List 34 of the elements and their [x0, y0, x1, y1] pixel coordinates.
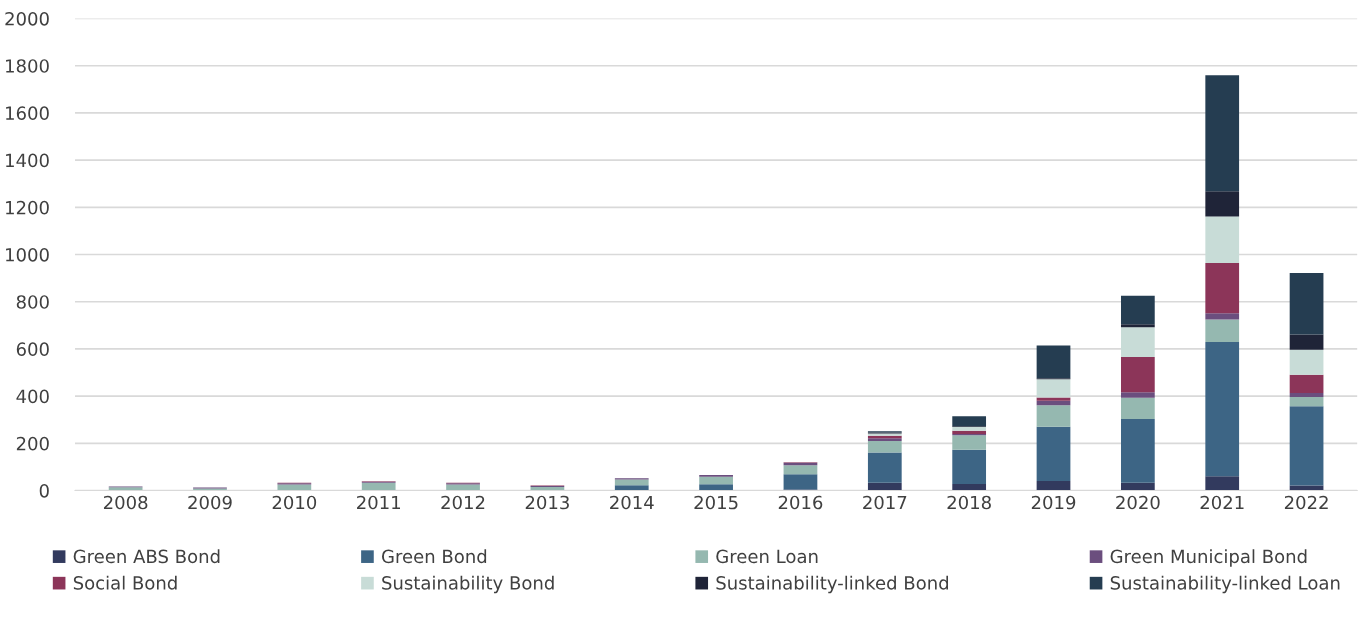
y-tick-label: 0	[39, 483, 49, 498]
y-tick-label: 1800	[6, 59, 49, 73]
x-tick-label: 2015	[694, 495, 738, 510]
y-tick-label: 200	[16, 436, 49, 451]
x-tick-label: 2010	[272, 495, 317, 510]
x-tick-label: 2017	[863, 495, 907, 510]
y-tick-label: 1200	[6, 200, 49, 215]
y-tick-label: 600	[16, 342, 49, 357]
x-tick-label: 2022	[1284, 495, 1328, 510]
y-tick-label: 400	[16, 389, 49, 404]
x-tick-label: 2012	[441, 495, 485, 510]
legend-label: Sustainability-linked Loan	[1110, 575, 1340, 594]
x-tick-label: 2016	[778, 495, 823, 510]
legend-label: Green Municipal Bond	[1110, 549, 1307, 567]
y-tick-label: 2000	[5, 11, 49, 26]
y-tick-label: 1400	[6, 153, 49, 168]
x-tick-label: 2018	[947, 495, 991, 510]
y-tick-label: 1000	[6, 247, 49, 262]
x-tick-label: 2021	[1200, 495, 1244, 510]
x-tick-label: 2013	[525, 495, 569, 510]
y-tick-label: 800	[16, 295, 49, 309]
y-tick-label: 1600	[6, 106, 49, 121]
x-tick-label: 2011	[357, 495, 400, 510]
x-tick-label: 2020	[1116, 495, 1160, 510]
legend-label: Green Bond	[382, 549, 487, 564]
legend-label: Green ABS Bond	[73, 549, 220, 564]
legend-label: Social Bond	[73, 575, 177, 590]
x-tick-label: 2008	[103, 495, 148, 510]
legend-label: Sustainability Bond	[382, 575, 554, 594]
legend-label: Green Loan	[716, 549, 818, 564]
legend-label: Sustainability-linked Bond	[716, 575, 948, 594]
x-tick-label: 2019	[1031, 495, 1076, 510]
x-tick-label: 2014	[610, 495, 654, 510]
x-tick-label: 2009	[188, 495, 232, 510]
